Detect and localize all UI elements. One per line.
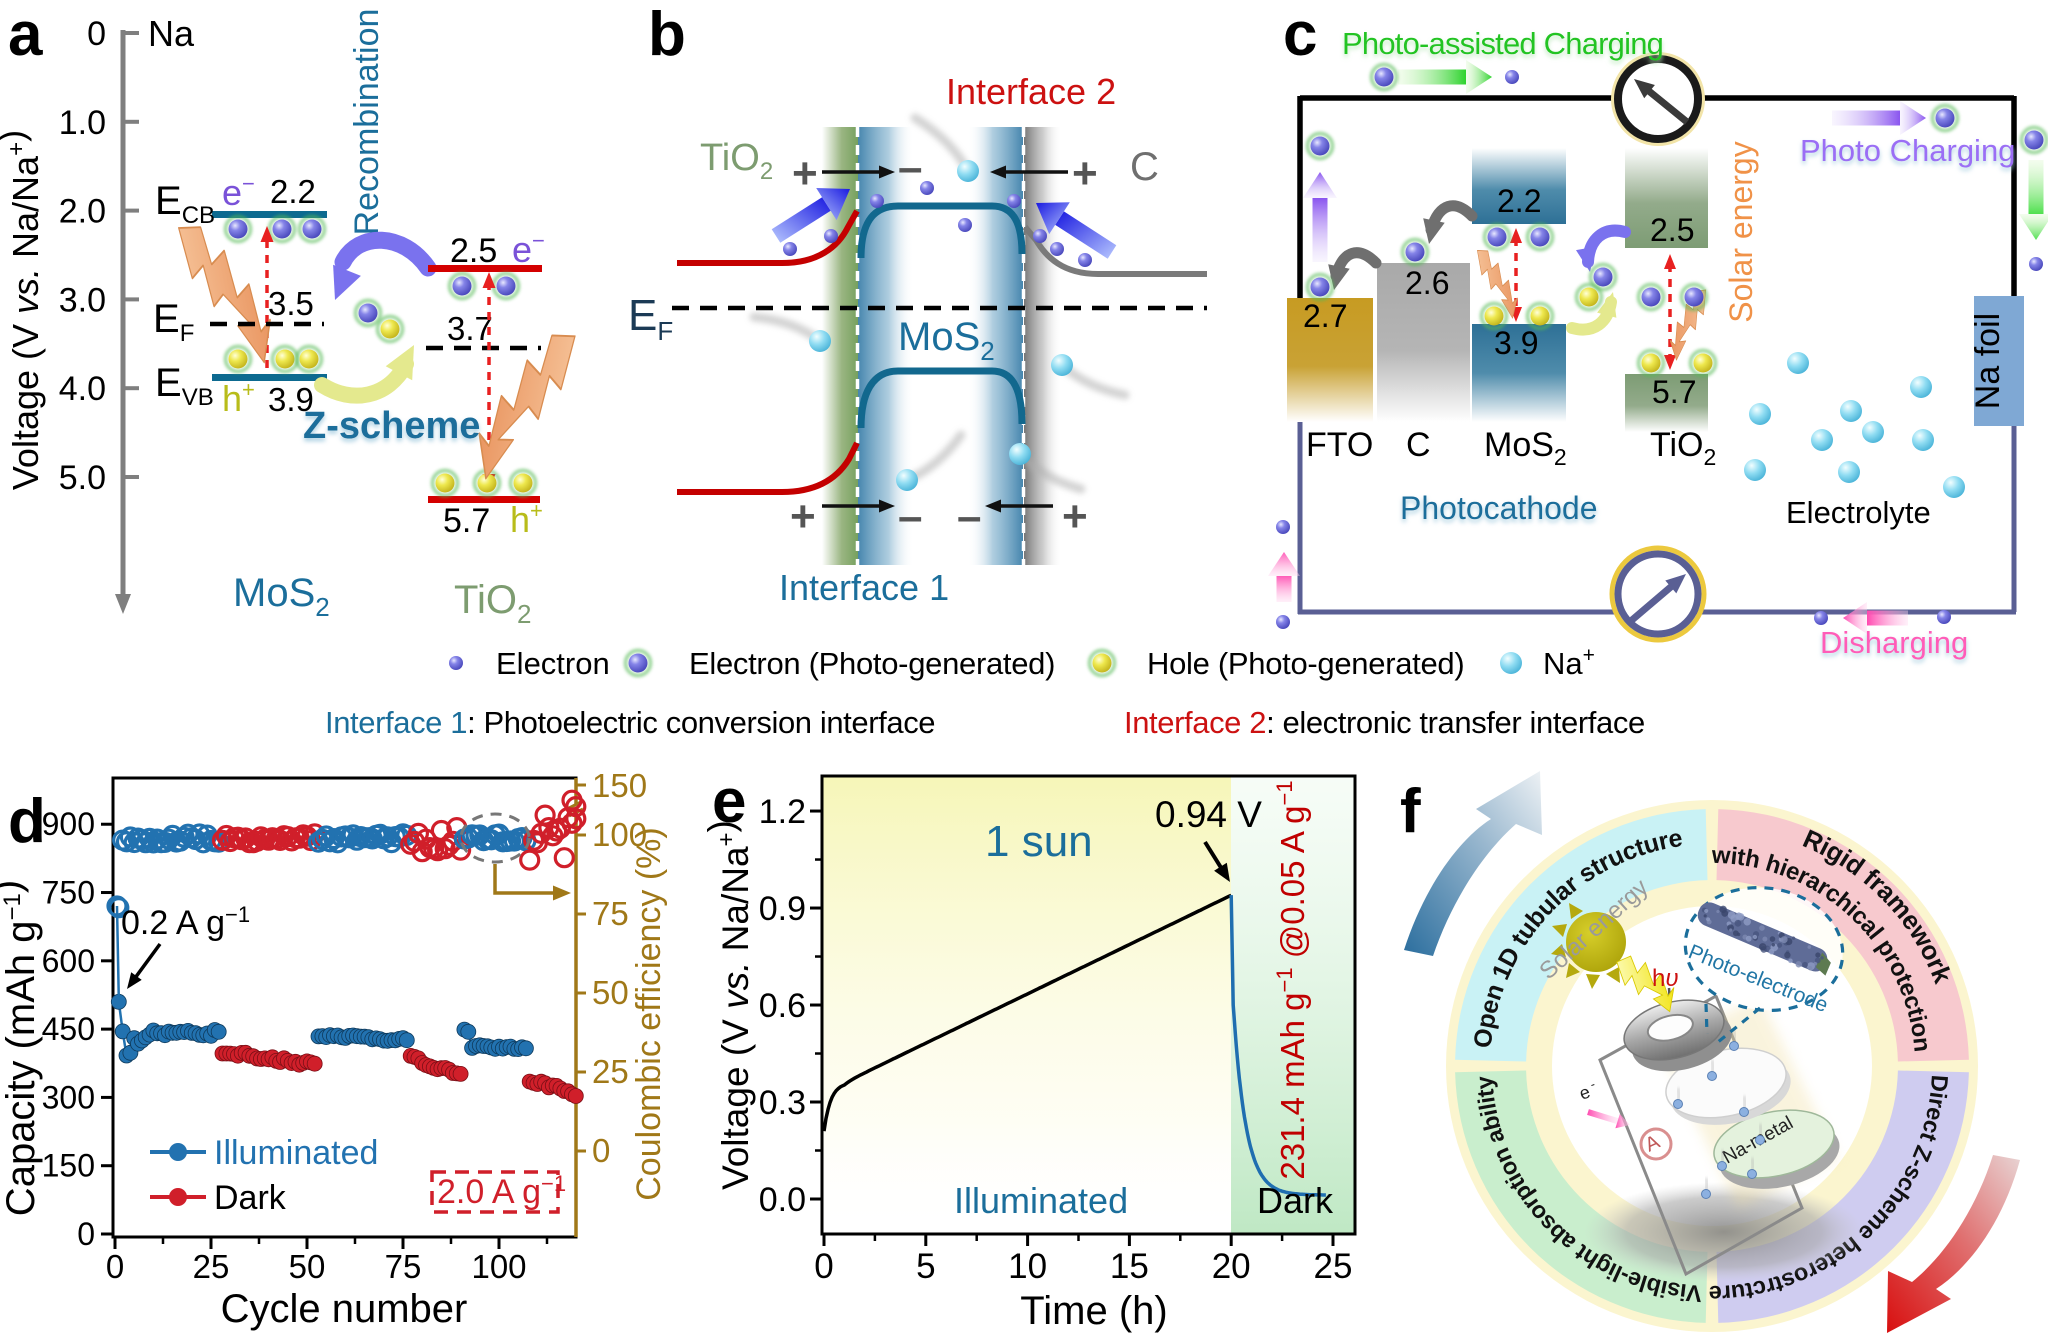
svg-text:2.2: 2.2	[270, 173, 316, 210]
svg-text:MoS2: MoS2	[898, 315, 995, 366]
svg-text:1 sun: 1 sun	[985, 817, 1093, 866]
svg-text:75: 75	[592, 895, 629, 932]
svg-text:Photocathode: Photocathode	[1400, 490, 1598, 526]
svg-text:150: 150	[592, 767, 647, 804]
svg-text:–: –	[898, 143, 922, 192]
svg-text:Cycle number: Cycle number	[221, 1287, 468, 1331]
svg-text:Capacity (mAh g−1): Capacity (mAh g−1)	[0, 880, 43, 1216]
svg-text:4.0: 4.0	[59, 370, 106, 408]
svg-text:0: 0	[77, 1216, 95, 1252]
svg-text:Coulombic efficiency (%): Coulombic efficiency (%)	[630, 827, 668, 1201]
svg-text:Photo Charging: Photo Charging	[1800, 133, 2015, 168]
svg-text:d: d	[8, 787, 46, 856]
svg-text:3.9: 3.9	[268, 381, 314, 418]
svg-text:20: 20	[1212, 1247, 1251, 1286]
svg-text:Interface 2: electronic transf: Interface 2: electronic transfer interfa…	[1124, 705, 1645, 740]
svg-text:Recombination: Recombination	[348, 9, 386, 236]
svg-text:3.7: 3.7	[447, 310, 493, 347]
svg-text:a: a	[8, 0, 43, 69]
svg-text:1.0: 1.0	[59, 104, 106, 142]
svg-text:e: e	[712, 767, 746, 836]
svg-text:0: 0	[87, 15, 106, 53]
svg-text:f: f	[1400, 777, 1421, 846]
svg-text:Electrolyte: Electrolyte	[1786, 495, 1931, 530]
svg-text:–: –	[898, 492, 922, 541]
svg-text:5.0: 5.0	[59, 459, 106, 497]
svg-text:2.2: 2.2	[1497, 183, 1541, 219]
svg-text:b: b	[648, 0, 686, 69]
svg-text:Time (h): Time (h)	[1020, 1289, 1167, 1333]
svg-text:750: 750	[42, 875, 95, 911]
svg-text:0: 0	[814, 1247, 833, 1286]
svg-text:Interface 1: Photoelectric con: Interface 1: Photoelectric conversion in…	[325, 705, 935, 740]
svg-text:Dark: Dark	[214, 1179, 287, 1217]
svg-text:50: 50	[592, 974, 629, 1011]
svg-text:0.94 V: 0.94 V	[1155, 794, 1262, 835]
svg-text:Voltage (V vs. Na/Na+): Voltage (V vs. Na/Na+)	[0, 130, 46, 490]
svg-text:25: 25	[1314, 1247, 1353, 1286]
svg-text:h+: h+	[222, 377, 255, 419]
svg-text:c: c	[1283, 0, 1317, 69]
svg-text:0.0: 0.0	[759, 1181, 806, 1219]
svg-text:+: +	[790, 492, 816, 541]
svg-text:Z-scheme: Z-scheme	[303, 405, 480, 447]
svg-text:450: 450	[42, 1011, 95, 1047]
svg-text:FTO: FTO	[1306, 426, 1373, 464]
svg-text:Na foil: Na foil	[1969, 313, 2007, 409]
svg-text:0.3: 0.3	[759, 1084, 806, 1122]
svg-text:5: 5	[916, 1247, 935, 1286]
svg-text:2.7: 2.7	[1303, 298, 1347, 334]
svg-text:Hole (Photo-generated): Hole (Photo-generated)	[1147, 646, 1464, 681]
svg-text:25: 25	[592, 1053, 629, 1090]
svg-text:Interface 1: Interface 1	[779, 567, 949, 608]
svg-text:hυ: hυ	[1652, 965, 1679, 992]
svg-text:3.9: 3.9	[1494, 325, 1538, 361]
svg-text:3.5: 3.5	[268, 285, 314, 322]
svg-text:900: 900	[42, 806, 95, 842]
svg-text:15: 15	[1110, 1247, 1149, 1286]
svg-text:Illuminated: Illuminated	[954, 1180, 1128, 1221]
svg-text:C: C	[1130, 145, 1159, 189]
svg-text:1.2: 1.2	[759, 793, 806, 831]
svg-text:Electron (Photo-generated): Electron (Photo-generated)	[689, 646, 1055, 681]
svg-text:2.0: 2.0	[59, 193, 106, 231]
svg-text:3.0: 3.0	[59, 281, 106, 319]
svg-text:100: 100	[592, 816, 647, 853]
svg-text:75: 75	[385, 1248, 422, 1285]
svg-text:Illuminated: Illuminated	[214, 1134, 378, 1172]
svg-text:MoS2: MoS2	[233, 571, 330, 622]
svg-text:0: 0	[592, 1132, 610, 1169]
svg-text:+: +	[1062, 492, 1088, 541]
svg-text:231.4 mAh g−1 @0.05 A g−1: 231.4 mAh g−1 @0.05 A g−1	[1272, 780, 1311, 1179]
svg-text:Electron: Electron	[496, 646, 610, 681]
svg-text:-: -	[1588, 1076, 1597, 1092]
svg-text:Photo-assisted Charging: Photo-assisted Charging	[1342, 26, 1663, 61]
svg-text:+: +	[1072, 149, 1098, 198]
svg-text:Interface 2: Interface 2	[946, 71, 1116, 112]
svg-text:150: 150	[42, 1148, 95, 1184]
svg-text:0: 0	[106, 1248, 124, 1285]
svg-text:5.7: 5.7	[1652, 374, 1696, 410]
svg-text:300: 300	[42, 1079, 95, 1115]
svg-text:MoS2: MoS2	[1484, 426, 1567, 470]
svg-text:0.9: 0.9	[759, 890, 806, 928]
svg-text:2.6: 2.6	[1405, 265, 1449, 301]
svg-text:10: 10	[1008, 1247, 1047, 1286]
svg-text:C: C	[1406, 426, 1431, 464]
svg-text:2.5: 2.5	[1650, 212, 1694, 248]
svg-text:100: 100	[471, 1248, 526, 1285]
svg-text:0.6: 0.6	[759, 987, 806, 1025]
svg-text:+: +	[792, 149, 818, 198]
svg-text:5.7: 5.7	[443, 502, 490, 540]
svg-text:Disharging: Disharging	[1820, 625, 1968, 660]
svg-text:2.5: 2.5	[450, 232, 497, 270]
svg-text:50: 50	[289, 1248, 326, 1285]
svg-text:Na+: Na+	[1543, 644, 1595, 681]
svg-text:–: –	[957, 492, 981, 541]
svg-text:Solar energy: Solar energy	[1723, 141, 1759, 322]
svg-text:600: 600	[42, 943, 95, 979]
svg-text:25: 25	[193, 1248, 230, 1285]
svg-text:Na: Na	[148, 13, 195, 54]
svg-text:Dark: Dark	[1257, 1180, 1334, 1221]
